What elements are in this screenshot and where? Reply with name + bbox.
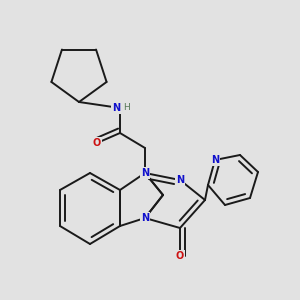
Text: O: O bbox=[93, 138, 101, 148]
Text: O: O bbox=[176, 251, 184, 261]
Text: N: N bbox=[176, 175, 184, 185]
Text: N: N bbox=[211, 155, 219, 165]
Text: N: N bbox=[141, 213, 149, 223]
Text: N: N bbox=[141, 168, 149, 178]
Text: H: H bbox=[123, 103, 129, 112]
Text: N: N bbox=[112, 103, 120, 113]
